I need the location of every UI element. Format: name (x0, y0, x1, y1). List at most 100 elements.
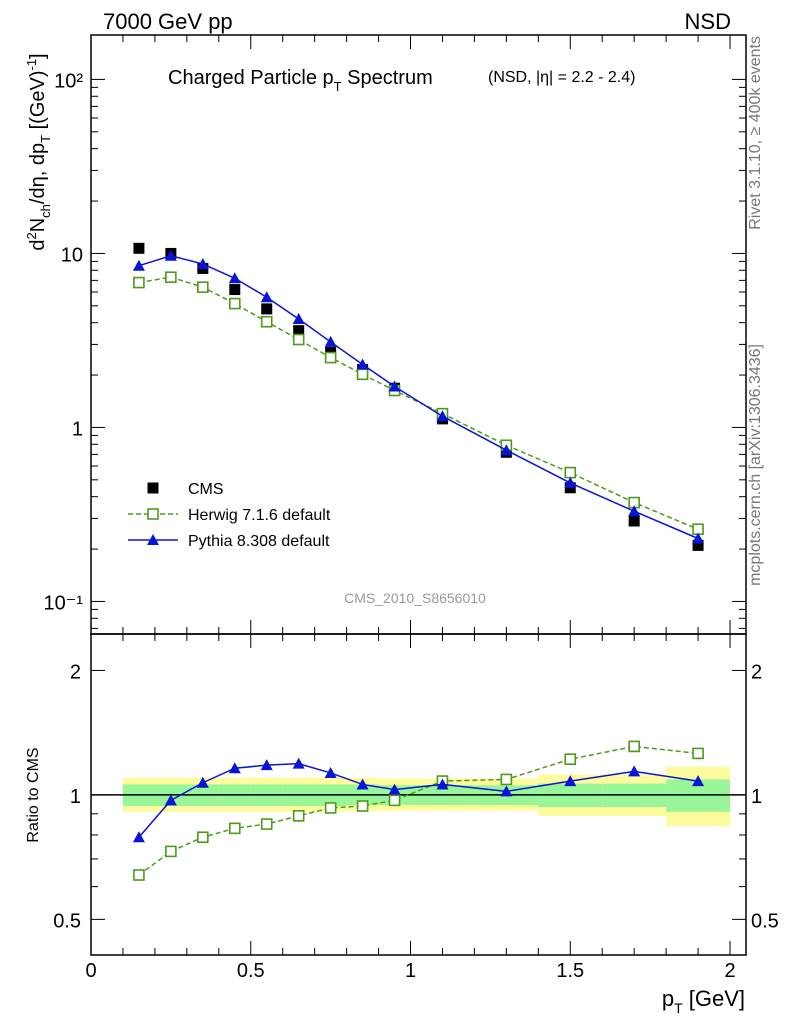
plot-title-detail: (NSD, |η| = 2.2 - 2.4) (488, 69, 635, 86)
pythia-line (138, 254, 699, 540)
pythia-ratio-point (564, 775, 577, 787)
pythia-ratio-point (260, 759, 273, 771)
herwig-point (260, 315, 273, 328)
pythia-ratio-point (692, 775, 705, 787)
herwig-point (564, 466, 577, 479)
x-tick-label: 0.5 (237, 960, 265, 982)
herwig-ratio-point (197, 831, 209, 844)
legend-label-pythia: Pythia 8.308 default (188, 533, 330, 550)
plot-title-subscript: T (334, 79, 342, 94)
main-y-tick-label: 1 (72, 418, 83, 440)
pythia-ratio-point (628, 765, 641, 777)
cms-point (692, 539, 704, 551)
herwig-point (133, 276, 145, 289)
pythia-point (132, 259, 145, 271)
pythia-ratio-point (356, 778, 369, 790)
pythia-ratio-point (500, 785, 513, 797)
pythia-point (500, 444, 513, 456)
herwig-point (292, 333, 305, 346)
main-y-axis-label: d2Nch/dη, dpT [(GeV)-1] (24, 53, 53, 250)
legend-marker-pythia (147, 534, 159, 545)
pythia-point (388, 380, 401, 392)
pythia-point (436, 410, 449, 422)
plot-title-main: Charged Particle p (168, 67, 334, 89)
pythia-point (260, 291, 273, 303)
plot-title: Charged Particle pT Spectrum (168, 67, 433, 94)
process-label: NSD (685, 9, 731, 34)
herwig-point (165, 271, 177, 284)
herwig-ratio-point (260, 818, 273, 830)
pythia-point (292, 312, 305, 324)
main-y-tick-label: 10 (61, 244, 83, 266)
pythia-ratio-point (388, 783, 401, 795)
ratio-y-tick-label-right: 1 (751, 786, 762, 808)
pythia-point (324, 335, 337, 347)
pythia-point (228, 272, 241, 284)
legend-label-herwig: Herwig 7.1.6 default (188, 507, 331, 524)
main-series (132, 242, 705, 551)
herwig-ratio-point (388, 794, 401, 807)
ratio-panel: 2 2 1 1 0.5 0.5 Ratio to CMS 0 0.5 1 1.5 2 pT [Ge… (25, 633, 779, 1016)
pythia-ratio-point (164, 794, 177, 806)
legend-label-cms: CMS (188, 481, 224, 498)
herwig-ratio-point (228, 822, 241, 835)
herwig-ratio-point (165, 845, 177, 858)
beam-energy-label: 7000 GeV pp (103, 9, 233, 34)
herwig-ratio-point (692, 747, 704, 760)
herwig-point (324, 351, 337, 364)
herwig-ratio-point (564, 753, 577, 765)
ratio-y-tick-label-right: 0.5 (751, 910, 779, 932)
main-y-tick-label: 10² (54, 70, 83, 92)
ratio-y-axis-label: Ratio to CMS (25, 747, 42, 842)
x-tick-label: 1 (405, 960, 416, 982)
herwig-ratio-point (628, 740, 640, 753)
herwig-ratio-point (356, 800, 369, 812)
x-axis-label: pT [GeV] (662, 986, 745, 1016)
pythia-ratio-point (132, 831, 145, 843)
rivet-info: Rivet 3.1.10, ≥ 400k events (747, 36, 764, 230)
legend: CMS Herwig 7.1.6 default Pythia 8.308 defa… (128, 481, 331, 550)
pythia-ratio-point (292, 757, 305, 769)
herwig-point (356, 368, 369, 381)
pythia-point (564, 476, 577, 488)
mcplots-info: mcplots.cern.ch [arXiv:1306.3436] (747, 344, 764, 586)
pythia-point (196, 257, 209, 269)
herwig-ratio-point (292, 810, 305, 822)
herwig-point (197, 281, 209, 293)
cms-point (628, 515, 640, 527)
ratio-y-tick-label: 2 (70, 661, 81, 683)
cms-point (261, 303, 273, 315)
pythia-ratio-line (138, 762, 699, 838)
herwig-line (138, 276, 699, 530)
cms-point (133, 242, 145, 254)
main-axis-ticks: 10² 10 1 10⁻¹ (44, 35, 746, 634)
herwig-ratio-point (133, 869, 145, 881)
ratio-y-tick-label: 0.5 (53, 910, 81, 932)
pythia-ratio-point (436, 778, 449, 790)
pythia-ratio-point (196, 776, 209, 788)
ratio-y-tick-label: 1 (70, 786, 81, 808)
x-tick-label: 0 (85, 960, 96, 982)
ratio-y-tick-label-right: 2 (751, 661, 762, 683)
herwig-point (228, 297, 241, 310)
herwig-ratio-point (324, 802, 337, 814)
legend-marker-cms (147, 482, 159, 494)
herwig-ratio-point (500, 773, 513, 786)
pythia-point (692, 532, 705, 544)
main-y-tick-label: 10⁻¹ (44, 592, 84, 614)
ratio-plot-frame (90, 633, 747, 956)
plot-title-tail: Spectrum (342, 67, 433, 89)
x-tick-label: 1.5 (556, 960, 584, 982)
x-tick-labels: 0 0.5 1 1.5 2 (85, 960, 735, 982)
pythia-point (164, 249, 177, 261)
analysis-id: CMS_2010_S8656010 (344, 590, 486, 606)
ratio-series (132, 740, 705, 881)
cms-point (293, 325, 305, 337)
pythia-ratio-point (324, 766, 337, 778)
pythia-ratio-point (228, 762, 241, 774)
x-tick-label: 2 (724, 960, 735, 982)
pythia-point (628, 505, 641, 517)
pythia-point (356, 358, 369, 370)
